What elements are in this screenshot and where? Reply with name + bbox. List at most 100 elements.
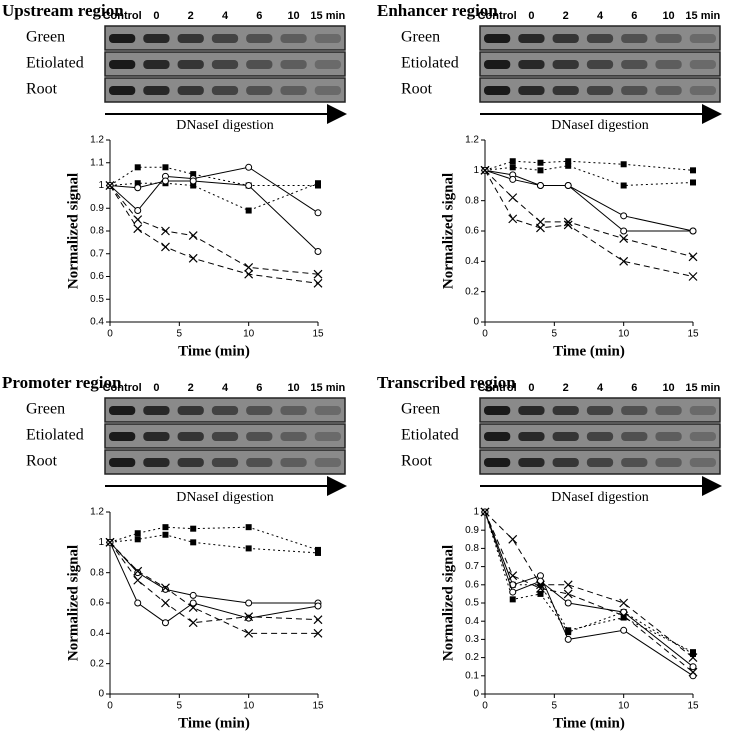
y-tick-label: 0.2 bbox=[465, 286, 479, 297]
lane-label: Control bbox=[103, 382, 142, 394]
marker-circle bbox=[189, 177, 197, 185]
marker-square bbox=[134, 180, 141, 187]
marker-square bbox=[190, 525, 197, 532]
gel-band bbox=[211, 458, 239, 467]
series-line bbox=[109, 541, 318, 604]
marker-circle bbox=[134, 184, 142, 192]
gel-band bbox=[518, 34, 545, 43]
marker-square bbox=[509, 596, 516, 603]
gel-band bbox=[586, 60, 614, 69]
marker-square bbox=[134, 164, 141, 171]
gel-band bbox=[689, 432, 716, 441]
y-axis-label: Normalized signal bbox=[65, 173, 81, 289]
series-line bbox=[484, 511, 694, 658]
x-tick-label: 10 bbox=[618, 701, 630, 712]
y-tick-label: 0.4 bbox=[90, 317, 104, 328]
lane-label: 6 bbox=[256, 382, 262, 394]
marker-circle bbox=[161, 177, 169, 185]
gel-band bbox=[621, 34, 648, 43]
y-tick-label: 0.6 bbox=[90, 598, 104, 609]
arrow-label: DNaseI digestion bbox=[551, 490, 649, 505]
gel-band bbox=[655, 60, 682, 69]
gel-band bbox=[109, 406, 136, 415]
marker-cross bbox=[508, 193, 518, 203]
marker-circle bbox=[134, 207, 142, 215]
y-tick-label: 0.4 bbox=[90, 628, 104, 639]
marker-cross bbox=[688, 667, 698, 677]
gel-band bbox=[552, 34, 579, 43]
gel-band bbox=[518, 458, 545, 467]
x-axis-label: Time (min) bbox=[553, 343, 625, 359]
row-label: Green bbox=[26, 401, 65, 418]
gel-band bbox=[689, 406, 716, 415]
marker-cross bbox=[508, 214, 518, 224]
gel-band bbox=[655, 34, 682, 43]
y-tick-label: 1 bbox=[473, 507, 479, 518]
row-label: Root bbox=[401, 81, 433, 98]
gel-band bbox=[518, 432, 545, 441]
gel-band bbox=[586, 432, 614, 441]
lane-label: 15 min bbox=[310, 382, 345, 394]
series-line bbox=[109, 180, 319, 252]
marker-square bbox=[315, 180, 321, 187]
gel-band bbox=[280, 60, 307, 69]
y-tick-label: 0.5 bbox=[465, 598, 479, 609]
gel-band bbox=[314, 458, 341, 467]
gel-band bbox=[552, 86, 579, 95]
marker-cross bbox=[563, 217, 573, 227]
gel-band bbox=[246, 406, 273, 415]
marker-square bbox=[245, 524, 252, 531]
gel-band bbox=[177, 34, 204, 43]
gel-band bbox=[246, 60, 273, 69]
series-line bbox=[109, 185, 319, 275]
marker-circle bbox=[134, 599, 142, 607]
arrow-label: DNaseI digestion bbox=[551, 118, 649, 133]
row-label: Green bbox=[26, 29, 65, 46]
gel-band bbox=[484, 406, 511, 415]
marker-cross bbox=[244, 262, 254, 272]
gel-band bbox=[689, 60, 716, 69]
gel-band bbox=[655, 432, 682, 441]
marker-square bbox=[565, 162, 572, 169]
marker-circle bbox=[245, 599, 253, 607]
gel-band bbox=[655, 406, 682, 415]
marker-cross bbox=[536, 223, 545, 233]
marker-square bbox=[620, 182, 627, 189]
marker-cross bbox=[105, 537, 115, 547]
gel-band bbox=[211, 432, 239, 441]
marker-cross bbox=[563, 589, 573, 599]
lane-label: 0 bbox=[528, 10, 534, 22]
marker-square bbox=[134, 536, 141, 543]
marker-cross bbox=[188, 603, 198, 612]
marker-cross bbox=[619, 256, 629, 266]
gel-band bbox=[246, 86, 273, 95]
marker-square bbox=[565, 158, 572, 165]
lane-label: 10 bbox=[287, 382, 299, 394]
gel-band bbox=[211, 86, 239, 95]
x-axis-label: Time (min) bbox=[178, 343, 250, 359]
x-tick-label: 0 bbox=[107, 329, 113, 340]
y-axis-label: Normalized signal bbox=[440, 545, 456, 661]
gel-band bbox=[518, 60, 545, 69]
series-line bbox=[484, 511, 694, 653]
marker-circle bbox=[245, 182, 253, 189]
marker-square bbox=[537, 590, 544, 597]
gel-band bbox=[621, 458, 648, 467]
y-tick-label: 0.8 bbox=[465, 195, 479, 206]
marker-square bbox=[245, 545, 252, 552]
gel-band bbox=[518, 86, 545, 95]
x-tick-label: 5 bbox=[552, 701, 558, 712]
gel-band bbox=[484, 34, 511, 43]
y-tick-label: 1 bbox=[473, 165, 479, 176]
gel-band bbox=[621, 406, 648, 415]
gel-band bbox=[177, 406, 204, 415]
marker-square bbox=[690, 167, 696, 174]
gel-band bbox=[143, 60, 170, 69]
row-label: Etiolated bbox=[401, 427, 459, 444]
panel-title: Promoter region bbox=[2, 373, 122, 392]
marker-square bbox=[509, 164, 516, 171]
gel-band bbox=[246, 432, 273, 441]
marker-square bbox=[537, 167, 544, 174]
marker-cross bbox=[244, 612, 254, 622]
